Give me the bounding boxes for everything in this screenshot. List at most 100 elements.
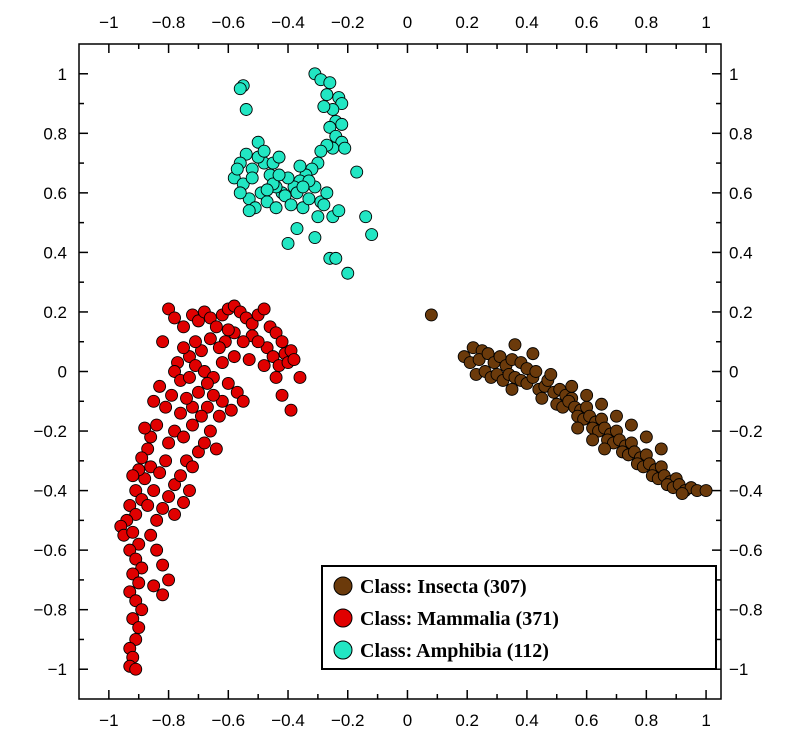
y-tick-label-left: −0.6 <box>33 541 67 560</box>
data-point-mammalia <box>156 558 170 572</box>
data-point-amphibia <box>311 210 325 224</box>
x-tick-label-top: 0.2 <box>455 13 479 32</box>
data-point-mammalia <box>177 496 190 509</box>
axis-tick-labels: −1 −1 −0.8 −0.8 −0.6 −0.6 −0.4 −0.4 −0.2 −0.2 0 0 0.… <box>33 13 762 730</box>
y-tick-label-left: 1 <box>58 65 67 84</box>
data-point-amphibia <box>233 186 247 200</box>
data-point-mammalia <box>126 612 140 626</box>
legend-marker-mammalia <box>333 608 353 628</box>
data-point-mammalia <box>135 603 149 617</box>
data-point-amphibia <box>272 150 286 164</box>
data-point-mammalia <box>251 335 265 349</box>
data-point-mammalia <box>183 350 196 364</box>
legend-marker-insecta <box>333 576 353 596</box>
data-point-insecta <box>424 308 438 322</box>
data-point-mammalia <box>224 403 238 417</box>
data-point-insecta <box>526 347 540 361</box>
data-point-mammalia <box>183 484 196 498</box>
data-point-mammalia <box>138 421 152 435</box>
x-tick-label-top: 0 <box>403 13 412 32</box>
y-tick-label-right: 0.2 <box>729 303 753 322</box>
y-tick-label-left: −0.4 <box>33 482 67 501</box>
data-point-amphibia <box>359 210 373 224</box>
data-point-mammalia <box>189 359 202 372</box>
data-point-amphibia <box>350 165 364 179</box>
x-tick-label-bottom: −0.4 <box>271 711 305 730</box>
data-point-mammalia <box>168 365 182 378</box>
data-point-mammalia <box>197 365 211 378</box>
x-tick-label-top: −0.2 <box>331 13 365 32</box>
data-point-amphibia <box>320 88 334 102</box>
data-point-mammalia <box>191 445 205 459</box>
y-tick-label-left: 0.8 <box>43 124 67 143</box>
data-point-mammalia <box>206 388 220 402</box>
x-tick-label-top: −0.8 <box>152 13 186 32</box>
data-point-amphibia <box>233 82 247 96</box>
legend-label-mammalia: Class: Mammalia (371) <box>360 608 559 630</box>
x-tick-label-bottom: −0.6 <box>212 711 246 730</box>
data-point-mammalia <box>153 379 167 393</box>
data-point-mammalia <box>132 576 146 590</box>
legend: Class: Insecta (307) Class: Mammalia (37… <box>321 565 717 670</box>
data-point-insecta <box>481 347 495 361</box>
data-point-amphibia <box>257 144 271 158</box>
data-point-insecta <box>595 397 609 411</box>
data-point-mammalia <box>186 418 199 432</box>
x-tick-label-bottom: 0.6 <box>575 711 599 730</box>
data-point-mammalia <box>186 460 199 474</box>
x-tick-label-bottom: −1 <box>99 711 118 730</box>
data-point-mammalia <box>191 314 205 328</box>
data-point-mammalia <box>275 388 289 402</box>
data-point-insecta <box>610 409 623 423</box>
data-point-mammalia <box>123 499 137 512</box>
data-point-amphibia <box>272 168 286 182</box>
data-point-mammalia <box>129 594 143 608</box>
data-point-mammalia <box>275 335 289 349</box>
data-point-mammalia <box>177 430 190 444</box>
data-point-mammalia <box>156 335 170 349</box>
data-point-amphibia <box>290 222 304 236</box>
data-point-mammalia <box>191 385 205 399</box>
y-tick-label-right: −0.2 <box>729 422 763 441</box>
data-point-mammalia <box>162 436 176 450</box>
data-point-amphibia <box>245 171 259 185</box>
y-tick-label-right: −0.8 <box>729 601 763 620</box>
data-point-insecta <box>571 421 585 435</box>
data-point-mammalia <box>209 442 223 456</box>
data-point-insecta <box>586 433 600 447</box>
data-point-mammalia <box>126 469 140 483</box>
data-point-mammalia <box>186 400 199 414</box>
y-tick-label-right: −1 <box>729 660 748 679</box>
x-tick-label-top: 1 <box>701 13 710 32</box>
x-tick-label-bottom: 0.8 <box>635 711 659 730</box>
data-point-mammalia <box>162 302 176 316</box>
data-point-mammalia <box>144 528 158 542</box>
data-point-mammalia <box>174 406 187 420</box>
data-point-amphibia <box>260 183 274 197</box>
data-point-mammalia <box>135 451 149 465</box>
data-point-amphibia <box>329 251 343 265</box>
data-point-mammalia <box>129 662 143 676</box>
legend-label-amphibia: Class: Amphibia (112) <box>360 640 549 662</box>
data-point-mammalia <box>129 552 143 566</box>
data-point-amphibia <box>302 192 316 206</box>
data-point-mammalia <box>174 469 187 483</box>
x-tick-label-top: −0.4 <box>271 13 305 32</box>
data-point-amphibia <box>281 237 295 250</box>
data-point-amphibia <box>239 103 253 116</box>
data-point-mammalia <box>269 326 283 340</box>
y-tick-label-left: −0.2 <box>33 422 67 441</box>
y-tick-label-right: 0.4 <box>729 243 753 262</box>
data-point-amphibia <box>251 135 265 149</box>
data-point-insecta <box>493 350 507 364</box>
data-point-mammalia <box>162 490 176 503</box>
data-point-mammalia <box>183 371 196 384</box>
x-tick-label-bottom: −0.8 <box>152 711 186 730</box>
legend-label-insecta: Class: Insecta (307) <box>360 576 527 598</box>
data-point-mammalia <box>215 356 229 370</box>
data-point-insecta <box>624 418 638 432</box>
data-point-amphibia <box>365 228 379 241</box>
data-point-amphibia <box>284 198 298 212</box>
data-point-amphibia <box>323 76 337 90</box>
